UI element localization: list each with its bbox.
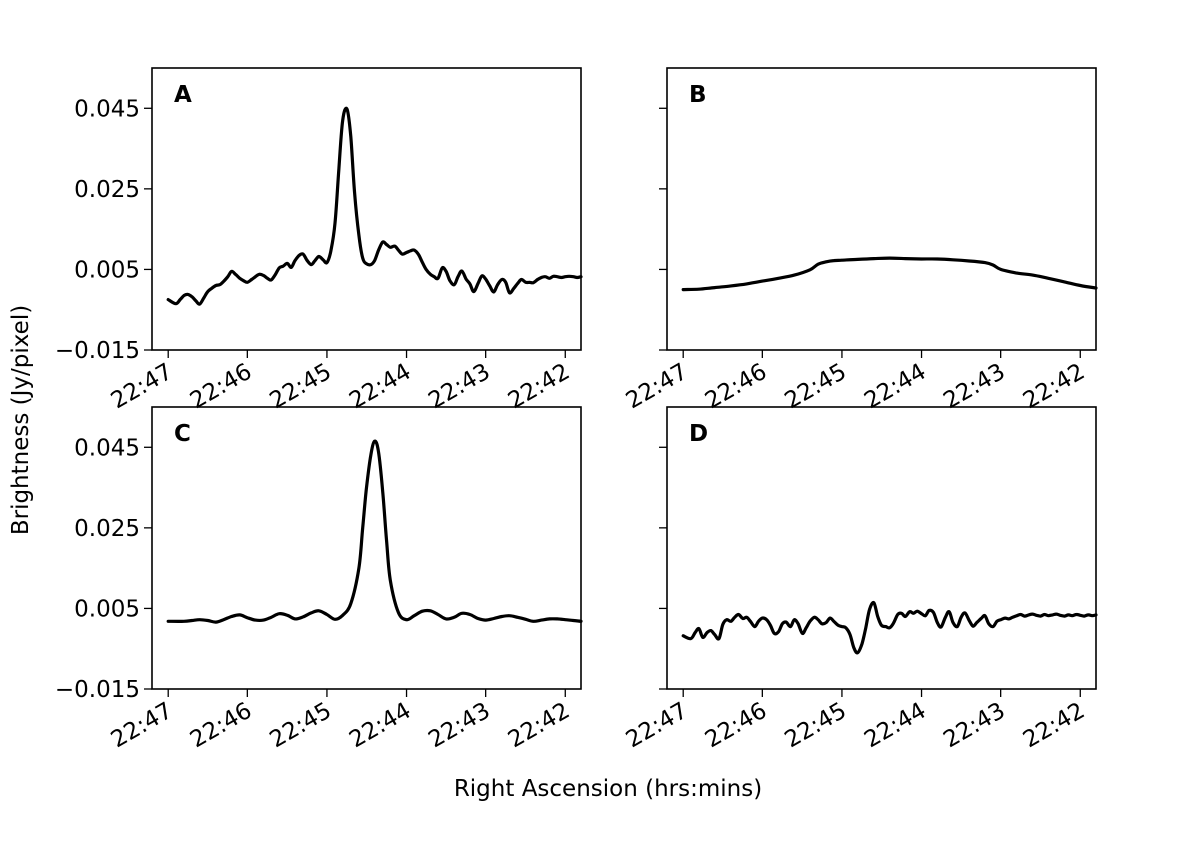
panel-c-y-tick-label: 0.005 xyxy=(74,596,140,622)
panel-c-y-tick-label: 0.025 xyxy=(74,516,140,542)
panel-b-series-line xyxy=(681,256,1098,292)
panel-c-series-line xyxy=(166,439,583,624)
panel-a-label: A xyxy=(174,82,192,108)
panel-c-frame xyxy=(151,406,582,690)
panel-d-frame xyxy=(666,406,1097,690)
panel-d-series-line xyxy=(681,600,1098,655)
y-axis-label: Brightness (Jy/pixel) xyxy=(8,305,34,535)
panel-c-label: C xyxy=(174,421,191,447)
panel-c-y-tick-label: −0.015 xyxy=(55,677,140,703)
panel-b-label: B xyxy=(689,82,707,108)
panel-a-series-line xyxy=(166,106,583,306)
panel-a-frame xyxy=(151,67,582,351)
panel-a-y-tick-label: −0.015 xyxy=(55,338,140,364)
panel-a-y-tick-label: 0.045 xyxy=(74,96,140,122)
x-axis-label: Right Ascension (hrs:mins) xyxy=(454,776,762,802)
panel-c-y-tick-label: 0.045 xyxy=(74,435,140,461)
panel-a-y-tick-label: 0.025 xyxy=(74,177,140,203)
panel-b-frame xyxy=(666,67,1097,351)
panel-a-y-tick-label: 0.005 xyxy=(74,257,140,283)
panel-d-label: D xyxy=(689,421,708,447)
